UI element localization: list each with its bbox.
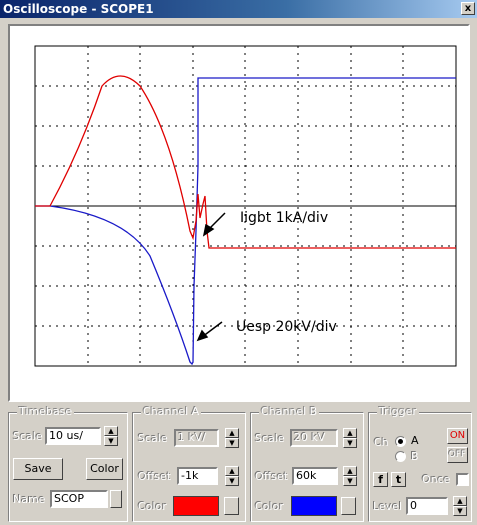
up-arrow-icon[interactable]: ▲ [453,496,467,506]
timebase-scale-field[interactable]: 10 us/ [45,427,101,445]
title-bar: Oscilloscope - SCOPE1 x [0,0,477,18]
trigger-on-button[interactable]: ON [447,428,468,444]
up-arrow-icon[interactable]: ▲ [225,466,239,476]
close-button[interactable]: x [461,2,475,15]
trigger-option-b-label: B [411,450,419,463]
channel-a-offset-label: Offset [138,470,172,483]
trigger-level-label: Level [373,500,403,513]
up-arrow-icon[interactable]: ▲ [343,466,357,476]
channel-b-color-swatch[interactable] [291,496,337,516]
down-arrow-icon[interactable]: ▼ [104,436,118,446]
down-arrow-icon[interactable]: ▼ [225,438,239,448]
down-arrow-icon[interactable]: ▼ [343,438,357,448]
channel-a-scale-label: Scale [138,432,168,445]
channel-b-color-label: Color [255,500,284,513]
channel-a-scale-field[interactable]: 1 kV/ [174,429,219,447]
channel-b-trace [35,77,456,366]
channel-b-offset-label: Offset [255,470,289,483]
channel-b-scale-field[interactable]: 20 kV [290,429,338,447]
trigger-radio-a[interactable] [395,436,406,447]
timebase-title: Timebase [17,405,75,418]
channel-a-offset-field[interactable]: -1k [177,467,218,485]
current-arrow [202,212,226,237]
trigger-title: Trigger [377,405,419,418]
down-arrow-icon[interactable]: ▼ [453,506,467,516]
trigger-off-button[interactable]: OFF [447,447,468,463]
save-button[interactable]: Save [13,458,63,480]
channel-b-title: Channel B [259,405,320,418]
trigger-option-a-label: A [411,434,419,447]
scope-screen: Iigbt 1kA/div Uesp 20kV/div [8,24,470,402]
up-arrow-icon[interactable]: ▲ [225,428,239,438]
trigger-falling-edge-button[interactable]: t [391,472,406,487]
channel-b-scale-stepper[interactable]: ▲ ▼ [343,428,357,448]
up-arrow-icon[interactable]: ▲ [343,428,357,438]
trigger-group: Trigger [368,405,472,522]
trigger-level-field[interactable]: 0 [406,497,448,515]
channel-b-scale-label: Scale [255,432,285,445]
name-scroll[interactable] [110,490,122,508]
down-arrow-icon[interactable]: ▼ [343,476,357,486]
channel-a-title: Channel A [141,405,202,418]
scope-plot: Iigbt 1kA/div Uesp 20kV/div [34,45,457,367]
channel-a-color-label: Color [138,500,167,513]
up-arrow-icon[interactable]: ▲ [104,426,118,436]
timebase-group: Timebase [8,405,128,522]
window-title: Oscilloscope - SCOPE1 [3,2,154,16]
channel-b-offset-stepper[interactable]: ▲ ▼ [343,466,357,486]
channel-a-trace [35,75,456,249]
name-label: Name [13,493,46,506]
color-button[interactable]: Color [86,458,123,480]
trigger-radio-b[interactable] [395,451,406,462]
timebase-scale-label: Scale [13,430,43,443]
voltage-label: Uesp 20kV/div [236,319,337,335]
channel-b-offset-field[interactable]: 60k [292,467,338,485]
channel-a-scale-stepper[interactable]: ▲ ▼ [225,428,239,448]
voltage-arrow [196,321,223,342]
timebase-scale-stepper[interactable]: ▲ ▼ [104,426,118,446]
trigger-level-stepper[interactable]: ▲ ▼ [453,496,467,516]
channel-a-color-swatch[interactable] [173,496,219,516]
current-label: Iigbt 1kA/div [240,210,328,226]
trigger-once-checkbox[interactable] [456,473,469,486]
channel-a-color-picker-button[interactable] [224,497,239,515]
channel-b-group: Channel B [250,405,364,522]
trigger-rising-edge-button[interactable]: f [373,472,388,487]
name-field[interactable]: SCOP [50,490,108,508]
channel-a-group: Channel A [132,405,246,522]
down-arrow-icon[interactable]: ▼ [225,476,239,486]
channel-b-color-picker-button[interactable] [341,497,356,515]
trigger-once-label: Once [422,473,451,486]
channel-a-offset-stepper[interactable]: ▲ ▼ [225,466,239,486]
trigger-ch-label: Ch [374,436,389,449]
